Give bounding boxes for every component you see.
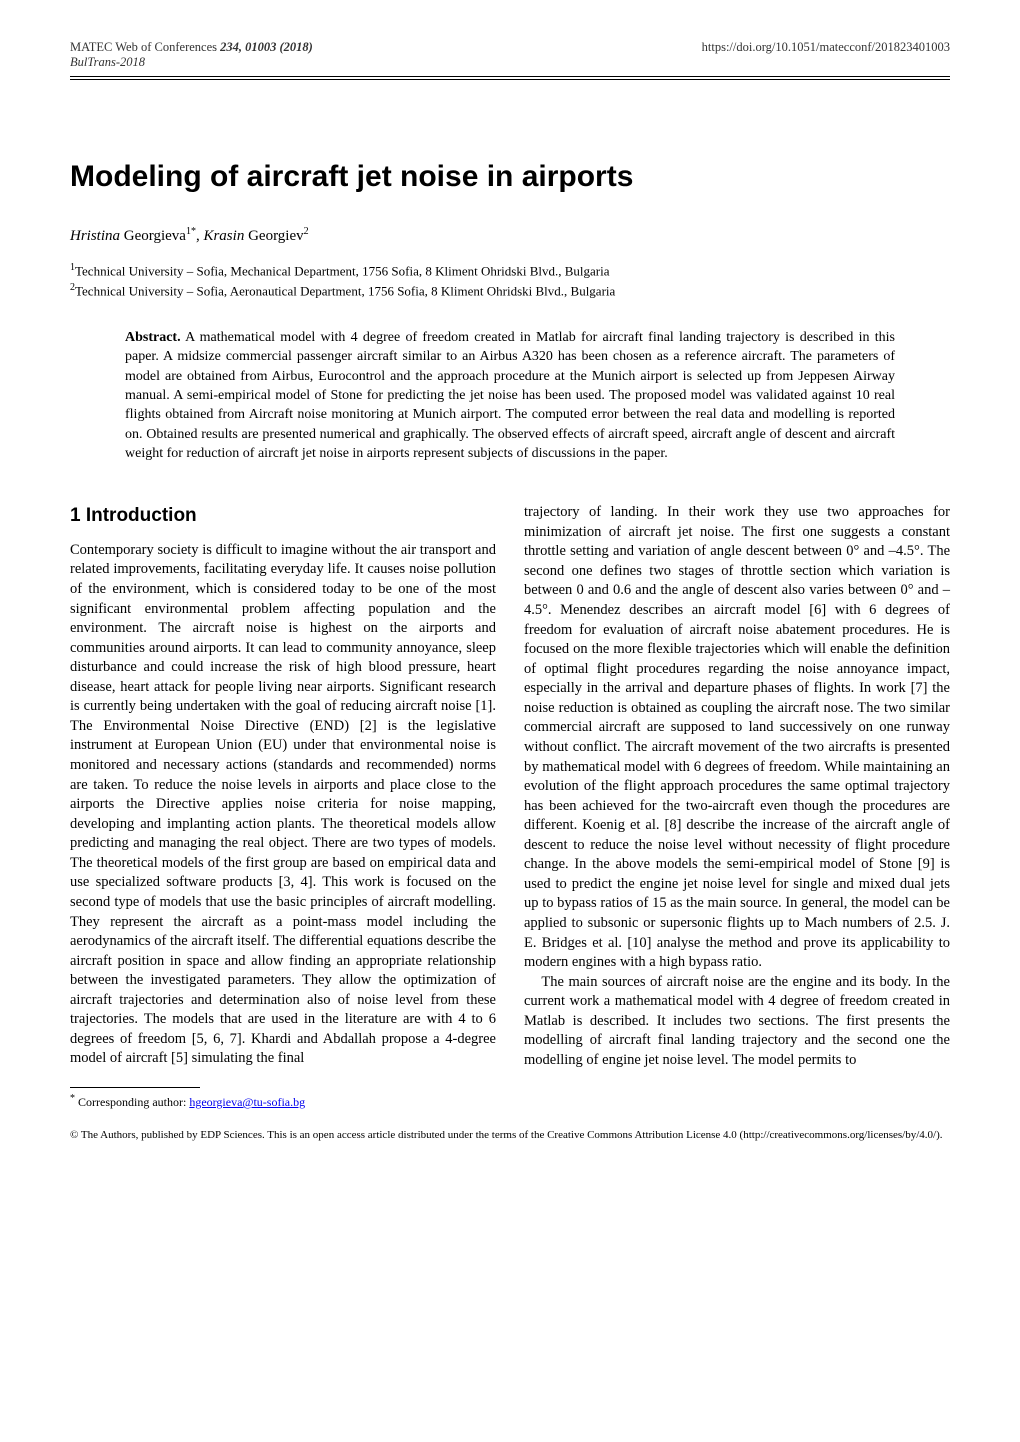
doi-link: https://doi.org/10.1051/matecconf/201823… xyxy=(702,40,950,70)
paper-title: Modeling of aircraft jet noise in airpor… xyxy=(70,160,950,194)
abstract: Abstract. A mathematical model with 4 de… xyxy=(125,328,895,463)
section-1-heading: 1 Introduction xyxy=(70,503,496,529)
right-column: trajectory of landing. In their work the… xyxy=(524,503,950,1110)
intro-paragraph-right-1: trajectory of landing. In their work the… xyxy=(524,503,950,973)
footnote-separator xyxy=(70,1087,200,1088)
intro-paragraph-left: Contemporary society is difficult to ima… xyxy=(70,541,496,1069)
affiliation-1: 1Technical University – Sofia, Mechanica… xyxy=(70,261,950,281)
authors-line: Hristina Georgieva1*, Krasin Georgiev2 xyxy=(70,226,950,245)
author2-first: Krasin xyxy=(203,228,244,244)
author2-last: Georgiev xyxy=(248,228,304,244)
conference-name: BulTrans-2018 xyxy=(70,55,313,70)
running-header: MATEC Web of Conferences 234, 01003 (201… xyxy=(70,40,950,77)
corresponding-author-footnote: * Corresponding author: hgeorgieva@tu-so… xyxy=(70,1092,496,1110)
author1-first: Hristina xyxy=(70,228,120,244)
corresponding-email-link[interactable]: hgeorgieva@tu-sofia.bg xyxy=(189,1095,305,1109)
affiliations: 1Technical University – Sofia, Mechanica… xyxy=(70,261,950,300)
affiliation-2: 2Technical University – Sofia, Aeronauti… xyxy=(70,281,950,301)
affil2-text: Technical University – Sofia, Aeronautic… xyxy=(75,283,615,298)
header-rule xyxy=(70,79,950,80)
footnote-text: Corresponding author: xyxy=(75,1095,189,1109)
journal-name: MATEC Web of Conferences xyxy=(70,40,217,54)
abstract-label: Abstract. xyxy=(125,330,181,345)
license-text: © The Authors, published by EDP Sciences… xyxy=(70,1128,950,1142)
author1-last: Georgieva xyxy=(124,228,186,244)
author2-affil: 2 xyxy=(304,226,309,237)
left-column: 1 Introduction Contemporary society is d… xyxy=(70,503,496,1110)
author1-affil: 1* xyxy=(186,226,196,237)
intro-paragraph-right-2: The main sources of aircraft noise are t… xyxy=(524,973,950,1071)
body-columns: 1 Introduction Contemporary society is d… xyxy=(70,503,950,1110)
journal-citation: MATEC Web of Conferences 234, 01003 (201… xyxy=(70,40,313,55)
volume-issue: 234, 01003 (2018) xyxy=(220,40,313,54)
header-left: MATEC Web of Conferences 234, 01003 (201… xyxy=(70,40,313,70)
page-container: MATEC Web of Conferences 234, 01003 (201… xyxy=(0,0,1020,1193)
volume-issue-value: 234, 01003 (2018) xyxy=(220,40,313,54)
abstract-text: A mathematical model with 4 degree of fr… xyxy=(125,330,895,461)
affil1-text: Technical University – Sofia, Mechanical… xyxy=(75,263,610,278)
